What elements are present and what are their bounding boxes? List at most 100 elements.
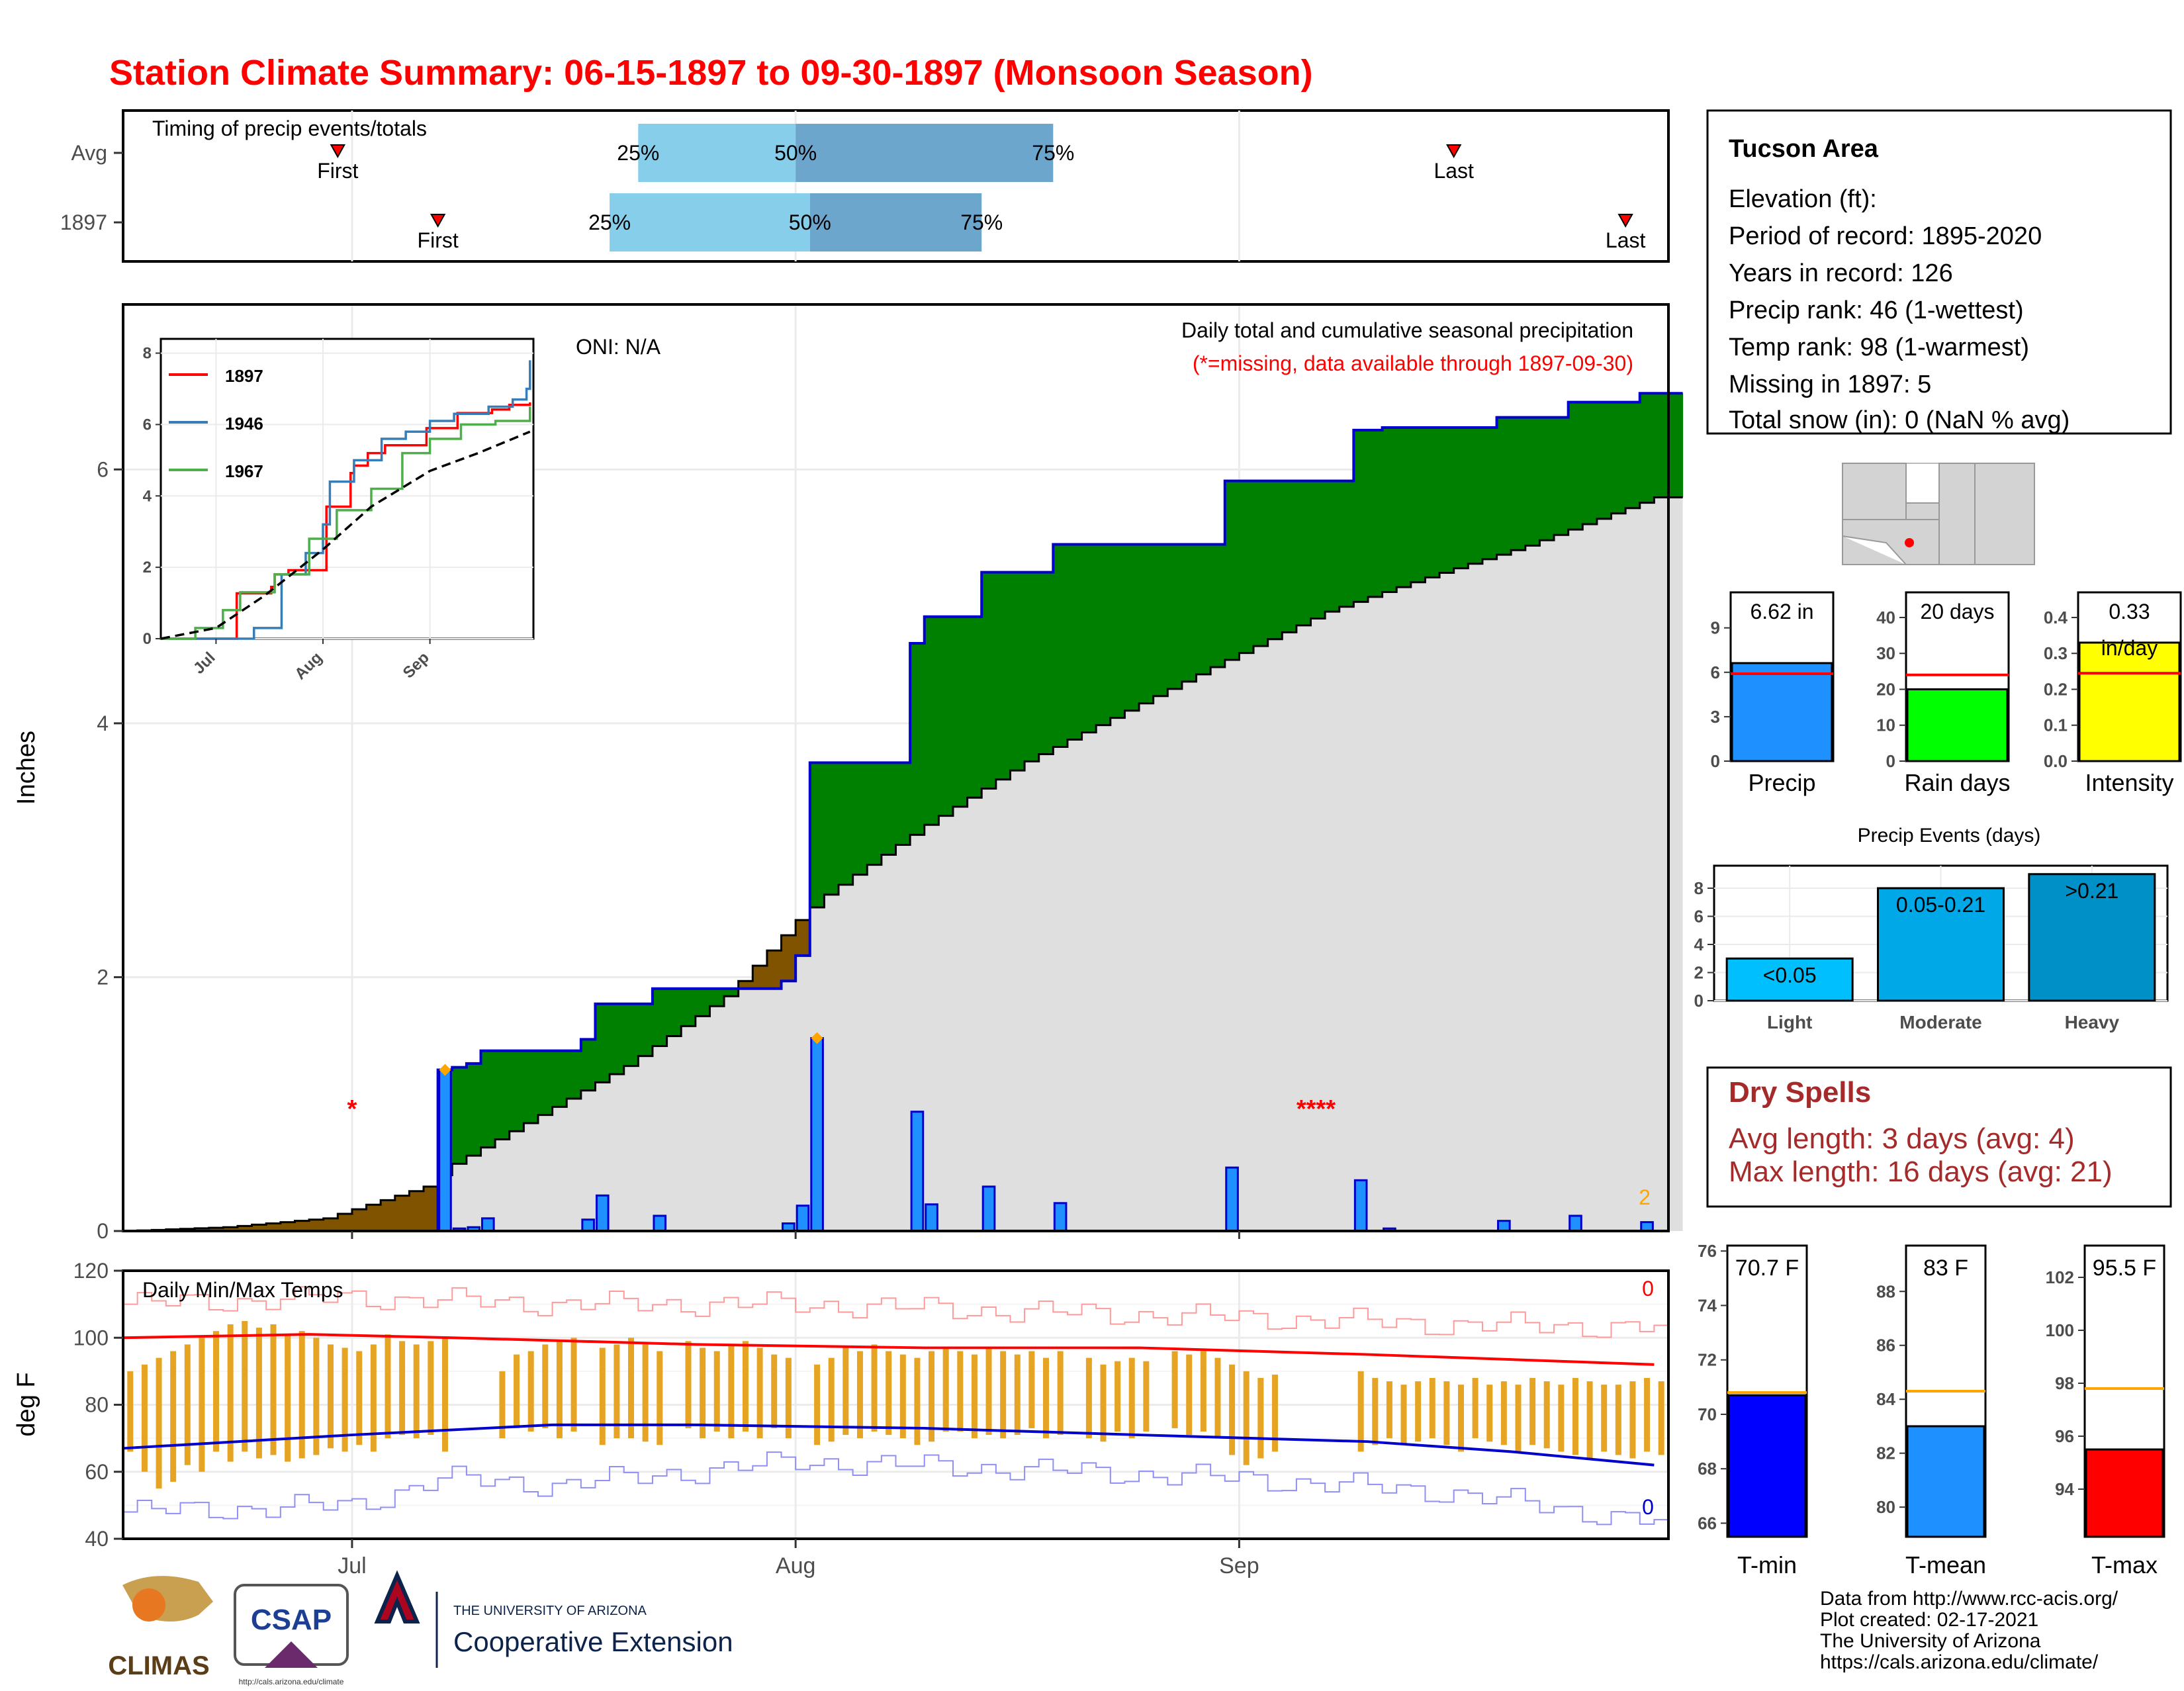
station-info-box: Tucson Area Elevation (ft): Period of re…: [1706, 109, 2172, 435]
cum-diff-day-29: [537, 1050, 553, 1115]
inset-ytick-label-4: 8: [143, 345, 152, 363]
temp-range-bar-1897-08-02: [814, 1364, 821, 1445]
temp-range-bar-1897-07-31: [785, 1357, 792, 1439]
daily-precip-bars: [438, 1032, 1654, 1232]
summary-tick-label-2-0.0: 0.0: [2044, 751, 2068, 771]
timing-first-marker-avg: [330, 144, 346, 159]
temp-summary-bar-2: [2085, 1448, 2164, 1538]
ua-large-text: Cooperative Extension: [453, 1626, 733, 1657]
temp-range-bar-1897-06-21: [213, 1331, 220, 1452]
summary-tick-label-2-0.3: 0.3: [2044, 643, 2068, 663]
timing-first-label-y1897: First: [418, 228, 459, 252]
temp-summary-tick-label-0-72: 72: [1698, 1350, 1717, 1370]
cum-diff-day-28: [523, 1050, 539, 1123]
cum-diff-day-106: [1639, 393, 1655, 503]
timing-quartile-bars: [610, 124, 1054, 251]
logo-climas: CLIMAS: [108, 1576, 213, 1680]
timing-q25-label-y1897: 25%: [588, 210, 631, 234]
temp-range-bar-1897-07-11: [499, 1371, 506, 1439]
summary-tick-label-0-3: 3: [1711, 707, 1720, 727]
cum-diff-day-93: [1453, 428, 1469, 569]
temp-range-bar-1897-07-24: [685, 1341, 692, 1428]
temp-range-bar-1897-07-01: [356, 1351, 363, 1445]
events-bar-Light: [1725, 957, 1854, 1002]
events-category-Heavy: Heavy: [2065, 1012, 2120, 1032]
cum-diff-day-91: [1425, 428, 1440, 578]
temp-range-bar-1897-08-03: [828, 1357, 835, 1442]
cum-diff-day-87: [1367, 430, 1383, 597]
cum-diff-day-8: [237, 1226, 253, 1231]
temp-range-bar-1897-07-29: [756, 1348, 763, 1439]
temp-summary-label-0: T-min: [1737, 1551, 1797, 1578]
station-line-years: Years in record: 126: [1729, 259, 1953, 287]
cum-diff-day-60: [981, 572, 997, 789]
cum-diff-day-14: [323, 1218, 338, 1231]
temp-range-bar-1897-09-28: [1629, 1381, 1636, 1459]
credit-line-university: The University of Arizona: [1820, 1630, 2041, 1652]
summary-tick-label-0-0: 0: [1711, 751, 1720, 771]
daily-precip-bar-1897-07-22: [653, 1214, 667, 1232]
temp-range-bar-1897-09-20: [1515, 1385, 1522, 1452]
temp-range-bar-1897-09-01: [1243, 1371, 1250, 1465]
summary-tick-label-1-10: 10: [1876, 715, 1895, 735]
cum-diff-day-45: [766, 950, 782, 989]
temp-summary-tick-label-2-98: 98: [2055, 1373, 2074, 1393]
x-tick-label-1: Aug: [776, 1553, 816, 1578]
events-bar-label-Moderate: 0.05-0.21: [1896, 893, 1985, 917]
temp-range-bar-1897-06-19: [184, 1344, 191, 1465]
temp-range-bar-1897-08-18: [1043, 1357, 1050, 1439]
cum-diff-day-75: [1196, 544, 1211, 674]
inset-ytick-label-2: 4: [143, 487, 152, 505]
surplus-deficit-fills: [137, 393, 1684, 1231]
timing-bar-q25-q50-y1897: [610, 193, 810, 251]
cum-diff-day-81: [1282, 480, 1297, 633]
cum-diff-day-56: [924, 616, 939, 825]
cum-diff-day-40: [695, 988, 710, 1017]
precip-ytick-label-4: 4: [97, 711, 109, 735]
temp-range-bar-1897-07-13: [527, 1351, 534, 1432]
temp-range-bar-1897-08-17: [1028, 1351, 1035, 1428]
temp-ytick-label-40: 40: [85, 1527, 109, 1551]
summary-tick-label-2-0.1: 0.1: [2044, 715, 2068, 735]
inset-series: [160, 360, 531, 640]
summary-tick-label-0-6: 6: [1711, 663, 1720, 682]
station-line-period: Period of record: 1895-2020: [1729, 222, 2042, 250]
temp-range-bar-1897-08-25: [1143, 1361, 1150, 1432]
logo-university-of-arizona: THE UNIVERSITY OF ARIZONA Cooperative Ex…: [374, 1570, 733, 1668]
cum-diff-day-17: [366, 1205, 381, 1231]
timing-title: Timing of precip events/totals: [152, 116, 427, 140]
timing-q75-label-avg: 75%: [1032, 141, 1074, 165]
cum-diff-day-30: [552, 1050, 567, 1107]
temp-range-bar-1897-08-30: [1214, 1357, 1221, 1439]
cum-diff-day-49: [824, 762, 839, 895]
oni-label: ONI: N/A: [576, 335, 661, 359]
cum-diff-day-76: [1210, 544, 1226, 667]
credit-line-url: https://cals.arizona.edu/climate/: [1820, 1651, 2099, 1673]
daily-precip-bar-1897-07-17: [581, 1218, 595, 1232]
summary-bar-2: [2078, 641, 2181, 762]
precip-events-title: Precip Events (days): [1858, 825, 2041, 846]
map-borders: [1906, 463, 1976, 565]
cum-diff-day-15: [338, 1213, 353, 1231]
cum-diff-day-79: [1253, 480, 1269, 647]
page-title: Station Climate Summary: 06-15-1897 to 0…: [109, 53, 1313, 93]
temp-summary-tick-label-1-84: 84: [1876, 1389, 1895, 1409]
temp-summary-tick-label-2-102: 102: [2046, 1267, 2074, 1287]
timing-row-label-avg: Avg: [71, 141, 107, 165]
events-tick-label-2: 2: [1694, 963, 1704, 983]
temp-range-bar-1897-08-05: [856, 1351, 863, 1439]
precip-panel-frame: [122, 303, 1670, 1232]
events-bar-Heavy: [2028, 873, 2156, 1002]
daily-precip-bar-1897-07-07: [438, 1068, 452, 1232]
timing-q75-label-y1897: 75%: [960, 210, 1003, 234]
dry-spells-box: Dry Spells Avg length: 3 days (avg: 4) M…: [1706, 1066, 2172, 1208]
summary-label-1: Rain days: [1904, 769, 2010, 796]
cum-diff-day-19: [394, 1195, 410, 1231]
temp-range-bar-1897-09-27: [1615, 1385, 1621, 1455]
cum-diff-day-31: [567, 1050, 582, 1099]
temp-range-bar-1897-06-16: [141, 1364, 148, 1472]
temp-range-bar-1897-08-07: [886, 1351, 892, 1436]
cum-diff-day-20: [409, 1191, 424, 1231]
temp-range-bar-1897-09-22: [1543, 1381, 1550, 1449]
